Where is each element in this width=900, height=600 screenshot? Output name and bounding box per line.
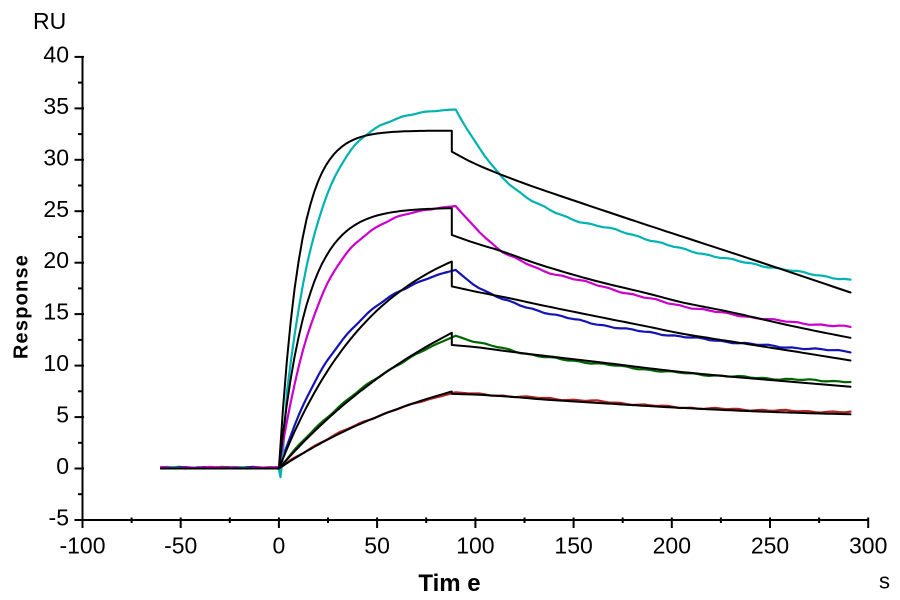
svg-text:30: 30 (43, 144, 69, 170)
svg-text:0: 0 (273, 533, 286, 559)
svg-text:10: 10 (43, 350, 69, 376)
svg-text:Tim e: Tim e (418, 570, 480, 597)
svg-text:200: 200 (653, 533, 691, 559)
svg-text:Response: Response (10, 254, 32, 359)
svg-text:0: 0 (56, 453, 69, 479)
svg-text:250: 250 (751, 533, 789, 559)
svg-text:35: 35 (43, 93, 69, 119)
svg-text:-100: -100 (59, 533, 105, 559)
svg-text:RU: RU (33, 8, 66, 34)
svg-text:300: 300 (849, 533, 887, 559)
svg-text:100: 100 (456, 533, 494, 559)
svg-text:25: 25 (43, 196, 69, 222)
svg-text:5: 5 (56, 402, 69, 428)
svg-text:s: s (879, 569, 890, 594)
svg-text:50: 50 (364, 533, 390, 559)
svg-text:15: 15 (43, 299, 69, 325)
svg-text:-50: -50 (164, 533, 197, 559)
svg-text:150: 150 (554, 533, 592, 559)
svg-text:-5: -5 (49, 505, 69, 531)
svg-text:20: 20 (43, 247, 69, 273)
svg-text:40: 40 (43, 41, 69, 67)
